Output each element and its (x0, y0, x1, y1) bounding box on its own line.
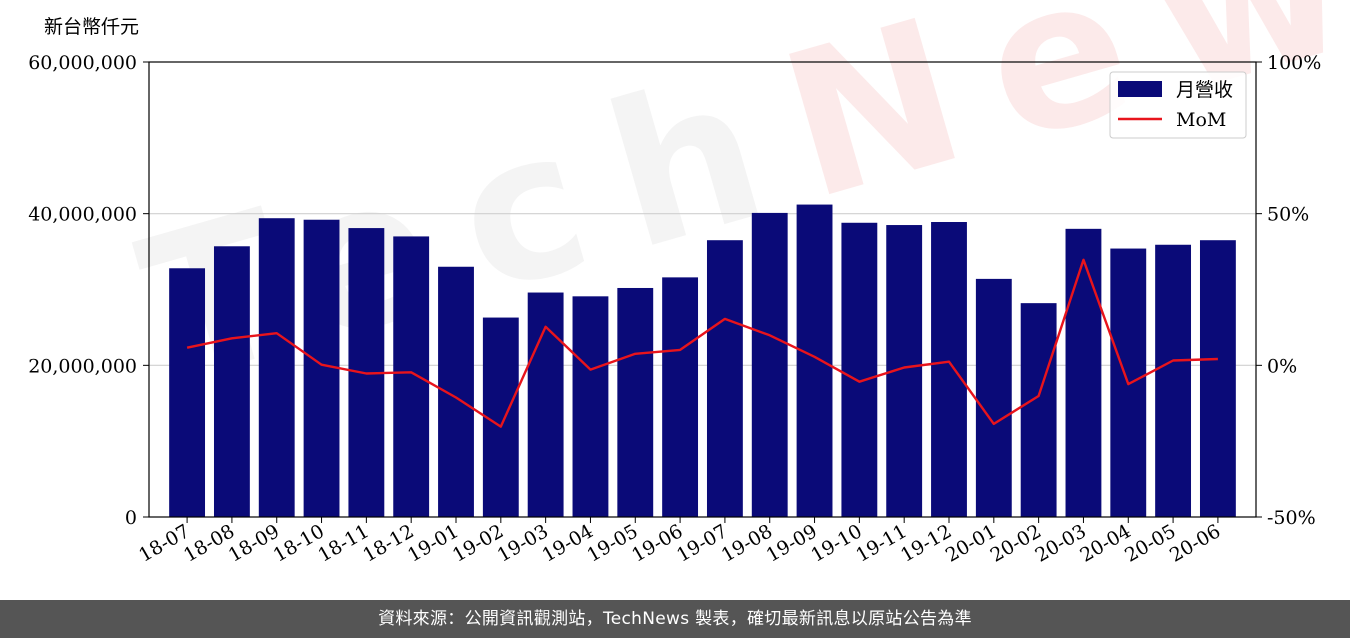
x-tick-label: 19-07 (673, 520, 731, 566)
x-tick-label: 20-01 (942, 520, 1000, 566)
x-tick-label: 20-03 (1032, 520, 1090, 566)
x-tick-label: 19-03 (494, 520, 552, 566)
revenue-chart: 0 20,000,000 40,000,000 60,000,000 -50% 0% 50%… (28, 16, 1321, 567)
x-tick-label: 19-05 (583, 520, 641, 566)
x-tick-label: 18-12 (359, 520, 417, 566)
revenue-bar (169, 268, 206, 517)
y2-tick-label: 50% (1267, 204, 1309, 226)
x-tick-label: 18-08 (180, 520, 238, 566)
revenue-bar (706, 240, 743, 518)
revenue-bar (572, 296, 609, 517)
mom-line (186, 258, 1218, 428)
x-tick-label: 18-09 (225, 520, 283, 566)
revenue-bar (751, 212, 788, 518)
revenue-bar (796, 204, 833, 518)
revenue-bar (617, 287, 654, 517)
plot-frame (148, 61, 1257, 518)
revenue-bar (931, 222, 967, 517)
x-tick-label: 19-11 (852, 520, 910, 566)
x-tick-label: 19-10 (807, 520, 865, 566)
x-tick-label: 19-09 (763, 520, 821, 566)
x-tick-label: 19-02 (449, 520, 507, 566)
revenue-bar (393, 236, 430, 517)
y-axis-title: 新台幣仟元 (44, 16, 139, 38)
revenue-bar (1020, 303, 1057, 517)
revenue-bar (1065, 228, 1102, 518)
revenue-bar (1199, 240, 1236, 518)
y-tick-label: 0 (125, 507, 137, 529)
x-tick-label: 19-01 (404, 520, 462, 566)
x-tick-label: 19-12 (897, 520, 955, 566)
x-tick-label: 19-06 (628, 520, 686, 566)
x-tick-label: 20-05 (1121, 520, 1179, 566)
x-tick-label: 19-08 (718, 520, 776, 566)
x-tick-label: 20-02 (987, 520, 1045, 566)
x-tick-label: 19-04 (539, 520, 597, 566)
y2-tick-label: -50% (1267, 507, 1316, 529)
revenue-bar (438, 266, 474, 517)
x-tick-label: 20-04 (1076, 520, 1134, 566)
revenue-bar (1155, 244, 1192, 517)
legend-label-mom: MoM (1176, 109, 1226, 131)
revenue-bar (841, 222, 878, 517)
y-tick-label: 20,000,000 (28, 355, 137, 377)
source-footer: 資料來源：公開資訊觀測站，TechNews 製表，確切最新訊息以原站公告為準 (0, 600, 1350, 638)
revenue-bar (975, 278, 1012, 517)
revenue-bar (527, 292, 564, 517)
revenue-bar (213, 246, 250, 517)
revenue-bar (303, 219, 340, 517)
legend-swatch-revenue (1118, 81, 1162, 97)
x-tick-label: 18-11 (314, 520, 372, 566)
legend-label-revenue: 月營收 (1176, 79, 1233, 101)
x-tick-label: 18-07 (135, 520, 193, 566)
y2-tick-label: 0% (1267, 355, 1297, 377)
x-tick-label: 18-10 (270, 520, 328, 566)
y-tick-label: 60,000,000 (28, 52, 137, 74)
y2-tick-label: 100% (1267, 52, 1321, 74)
revenue-bar (258, 218, 295, 517)
revenue-bar (482, 317, 519, 517)
x-tick-label: 20-06 (1166, 520, 1224, 566)
y-tick-label: 40,000,000 (28, 204, 137, 226)
revenue-bar (662, 277, 699, 517)
